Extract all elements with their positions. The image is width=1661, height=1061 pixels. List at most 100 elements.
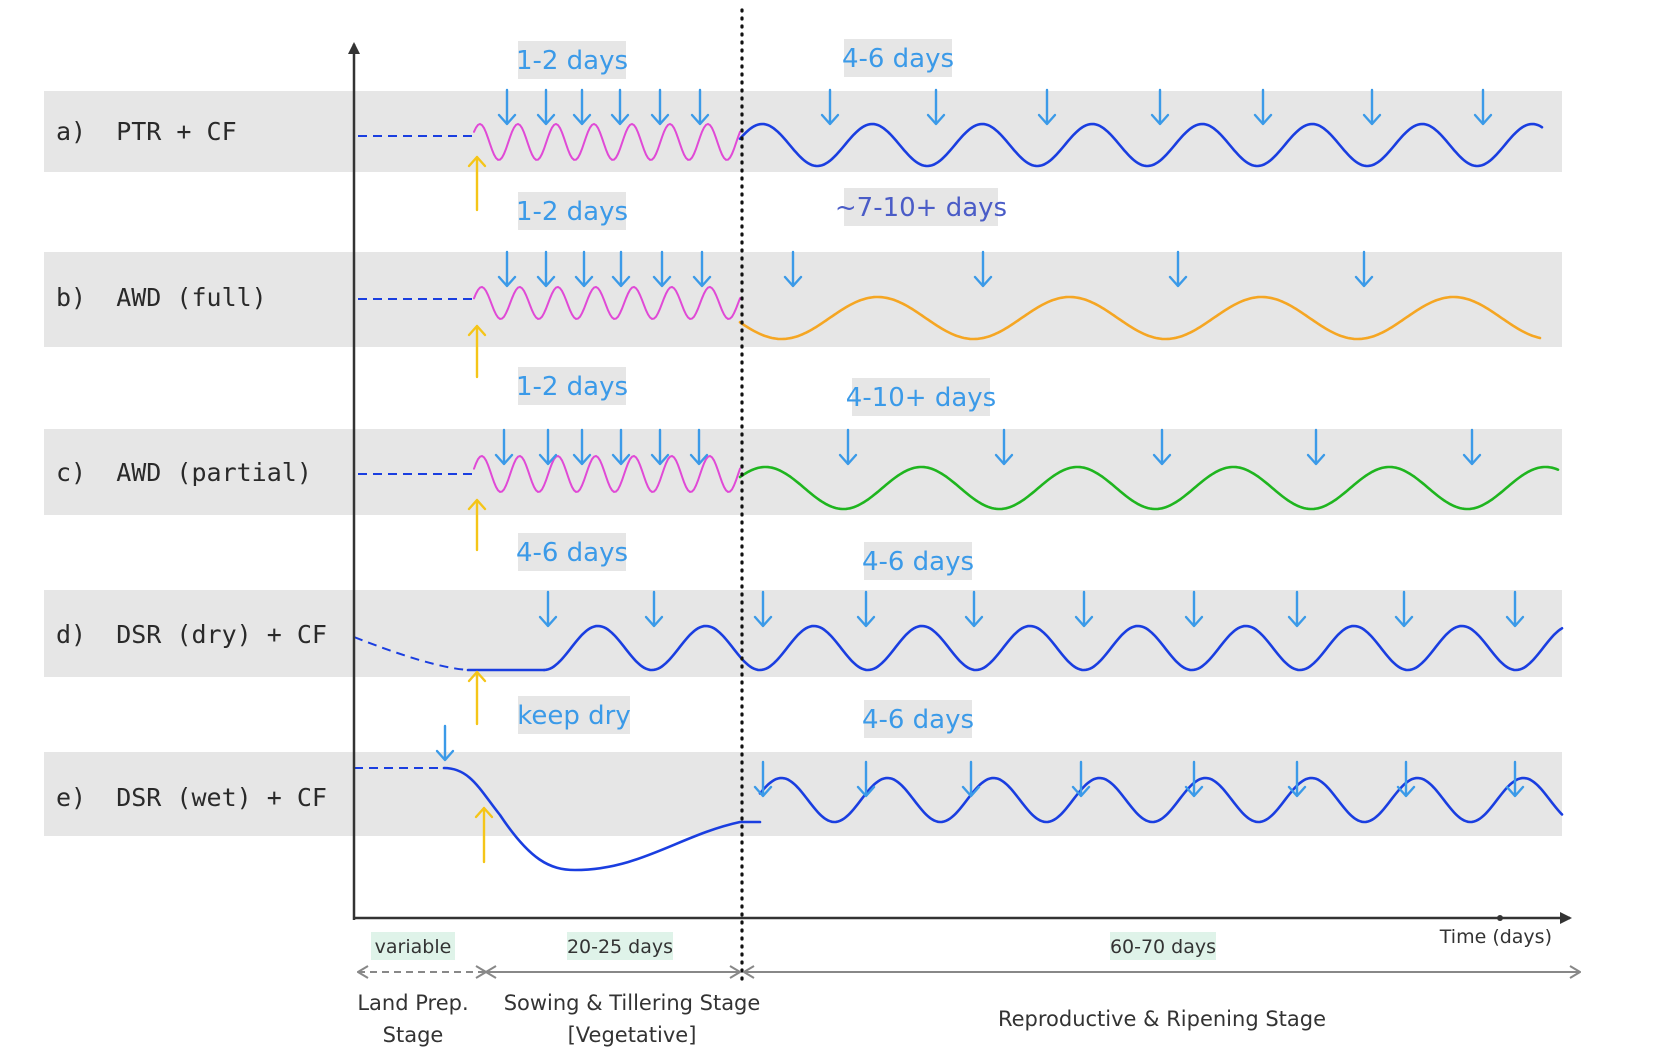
down-arrow-icon bbox=[1462, 428, 1482, 466]
down-arrow-icon bbox=[435, 724, 455, 762]
down-arrow-icon bbox=[644, 590, 664, 628]
stage-land-prep-line1: Land Prep. bbox=[357, 991, 468, 1015]
down-arrow-icon bbox=[572, 428, 592, 466]
down-arrow-icon bbox=[1505, 590, 1525, 628]
down-arrow-icon bbox=[650, 428, 670, 466]
interval-bg-b-late bbox=[844, 188, 998, 226]
up-arrow-icon bbox=[467, 670, 487, 726]
row-label-d: d) DSR (dry) + CF bbox=[56, 620, 327, 649]
interval-b-late: ~7-10+ days bbox=[835, 193, 1007, 223]
stage-reproductive: Reproductive & Ripening Stage bbox=[998, 1007, 1326, 1031]
interval-d-late: 4-6 days bbox=[862, 547, 974, 577]
down-arrow-icon bbox=[1152, 428, 1172, 466]
down-arrow-icon bbox=[536, 88, 556, 126]
stage-sowing-line2: [Vegetative] bbox=[568, 1023, 697, 1047]
row-label-a: a) PTR + CF bbox=[56, 117, 237, 146]
down-arrow-icon bbox=[1184, 590, 1204, 628]
down-arrow-icon bbox=[611, 250, 631, 288]
down-arrow-icon bbox=[692, 250, 712, 288]
down-arrow-icon bbox=[838, 428, 858, 466]
time-axis-label: Time (days) bbox=[1439, 926, 1552, 948]
land-prep-lines bbox=[353, 135, 474, 769]
down-arrow-icon bbox=[1168, 250, 1188, 288]
band-row-c bbox=[44, 429, 1562, 515]
band-row-d bbox=[44, 590, 1562, 677]
wave-e-blue bbox=[758, 776, 1564, 824]
down-arrow-icon bbox=[611, 428, 631, 466]
sowing-arrows bbox=[467, 155, 494, 864]
down-arrow-icon bbox=[497, 250, 517, 288]
duration-bg-reproductive bbox=[1110, 932, 1216, 960]
wave-d-blue bbox=[542, 624, 1564, 672]
down-arrow-icon bbox=[1037, 88, 1057, 126]
water-curves bbox=[442, 122, 1564, 872]
down-arrow-icon bbox=[1394, 590, 1414, 628]
down-arrow-icon bbox=[689, 428, 709, 466]
down-arrow-icon bbox=[1253, 88, 1273, 126]
down-arrow-icon bbox=[650, 88, 670, 126]
down-arrow-icon bbox=[1071, 760, 1091, 798]
down-arrow-icon bbox=[538, 590, 558, 628]
down-arrow-icon bbox=[497, 88, 517, 126]
down-arrow-icon bbox=[1287, 760, 1307, 798]
duration-sowing: 20-25 days bbox=[567, 936, 673, 958]
down-arrow-icon bbox=[1505, 760, 1525, 798]
down-arrow-icon bbox=[926, 88, 946, 126]
wave-a-pink bbox=[473, 122, 741, 161]
up-arrow-icon bbox=[474, 806, 494, 864]
down-arrow-icon bbox=[690, 88, 710, 126]
stage-names: Land Prep. Stage Sowing & Tillering Stag… bbox=[357, 991, 1326, 1047]
interval-bg-c-late bbox=[852, 378, 990, 416]
interval-e-early: keep dry bbox=[517, 701, 630, 731]
wave-b-pink bbox=[473, 285, 741, 320]
row-label-c: c) AWD (partial) bbox=[56, 458, 312, 487]
interval-c-early: 1-2 days bbox=[516, 372, 628, 402]
interval-bg-b-early bbox=[518, 192, 626, 230]
prep-line-d bbox=[353, 636, 469, 671]
interval-bg-a-late bbox=[844, 39, 952, 77]
band-row-b bbox=[44, 252, 1562, 347]
wave-c-pink bbox=[473, 454, 741, 493]
interval-bg-d-early bbox=[518, 533, 626, 571]
stage-durations: variable 20-25 days 60-70 days bbox=[371, 932, 1216, 960]
interval-d-early: 4-6 days bbox=[516, 538, 628, 568]
down-arrow-icon bbox=[536, 250, 556, 288]
down-arrow-icon bbox=[1473, 88, 1493, 126]
down-arrow-icon bbox=[572, 88, 592, 126]
interval-e-late: 4-6 days bbox=[862, 705, 974, 735]
axes: Time (days) bbox=[348, 42, 1572, 948]
down-arrow-icon bbox=[574, 250, 594, 288]
interval-b-early: 1-2 days bbox=[516, 197, 628, 227]
stage-land-prep-line2: Stage bbox=[383, 1023, 444, 1047]
down-arrow-icon bbox=[753, 760, 773, 798]
interval-a-late: 4-6 days bbox=[842, 44, 954, 74]
row-labels: a) PTR + CF b) AWD (full) c) AWD (partia… bbox=[56, 117, 327, 812]
up-arrow-icon bbox=[467, 324, 487, 379]
down-arrow-icon bbox=[856, 590, 876, 628]
down-arrow-icon bbox=[610, 88, 630, 126]
wave-a-blue bbox=[738, 122, 1544, 168]
interval-a-early: 1-2 days bbox=[516, 46, 628, 76]
down-arrow-icon bbox=[1184, 760, 1204, 798]
down-arrow-icon bbox=[973, 250, 993, 288]
duration-bg-land-prep bbox=[371, 932, 455, 960]
interval-bg-e-late bbox=[864, 700, 972, 738]
x-axis-dot bbox=[1497, 915, 1503, 921]
down-arrow-icon bbox=[820, 88, 840, 126]
duration-bg-sowing bbox=[567, 932, 673, 960]
down-arrow-icon bbox=[494, 428, 514, 466]
wave-b-orange bbox=[738, 295, 1542, 341]
down-arrow-icon bbox=[961, 760, 981, 798]
wave-e-drain bbox=[442, 766, 762, 872]
down-arrow-icon bbox=[1362, 88, 1382, 126]
up-arrow-icon bbox=[467, 155, 487, 212]
interval-bg-c-early bbox=[518, 367, 626, 405]
irrigation-arrows bbox=[435, 88, 1525, 798]
down-arrow-icon bbox=[1354, 250, 1374, 288]
down-arrow-icon bbox=[856, 760, 876, 798]
interval-labels: 1-2 days 4-6 days 1-2 days ~7-10+ days 1… bbox=[516, 39, 1007, 738]
interval-bg-a-early bbox=[518, 41, 626, 79]
down-arrow-icon bbox=[1074, 590, 1094, 628]
row-label-e: e) DSR (wet) + CF bbox=[56, 783, 327, 812]
